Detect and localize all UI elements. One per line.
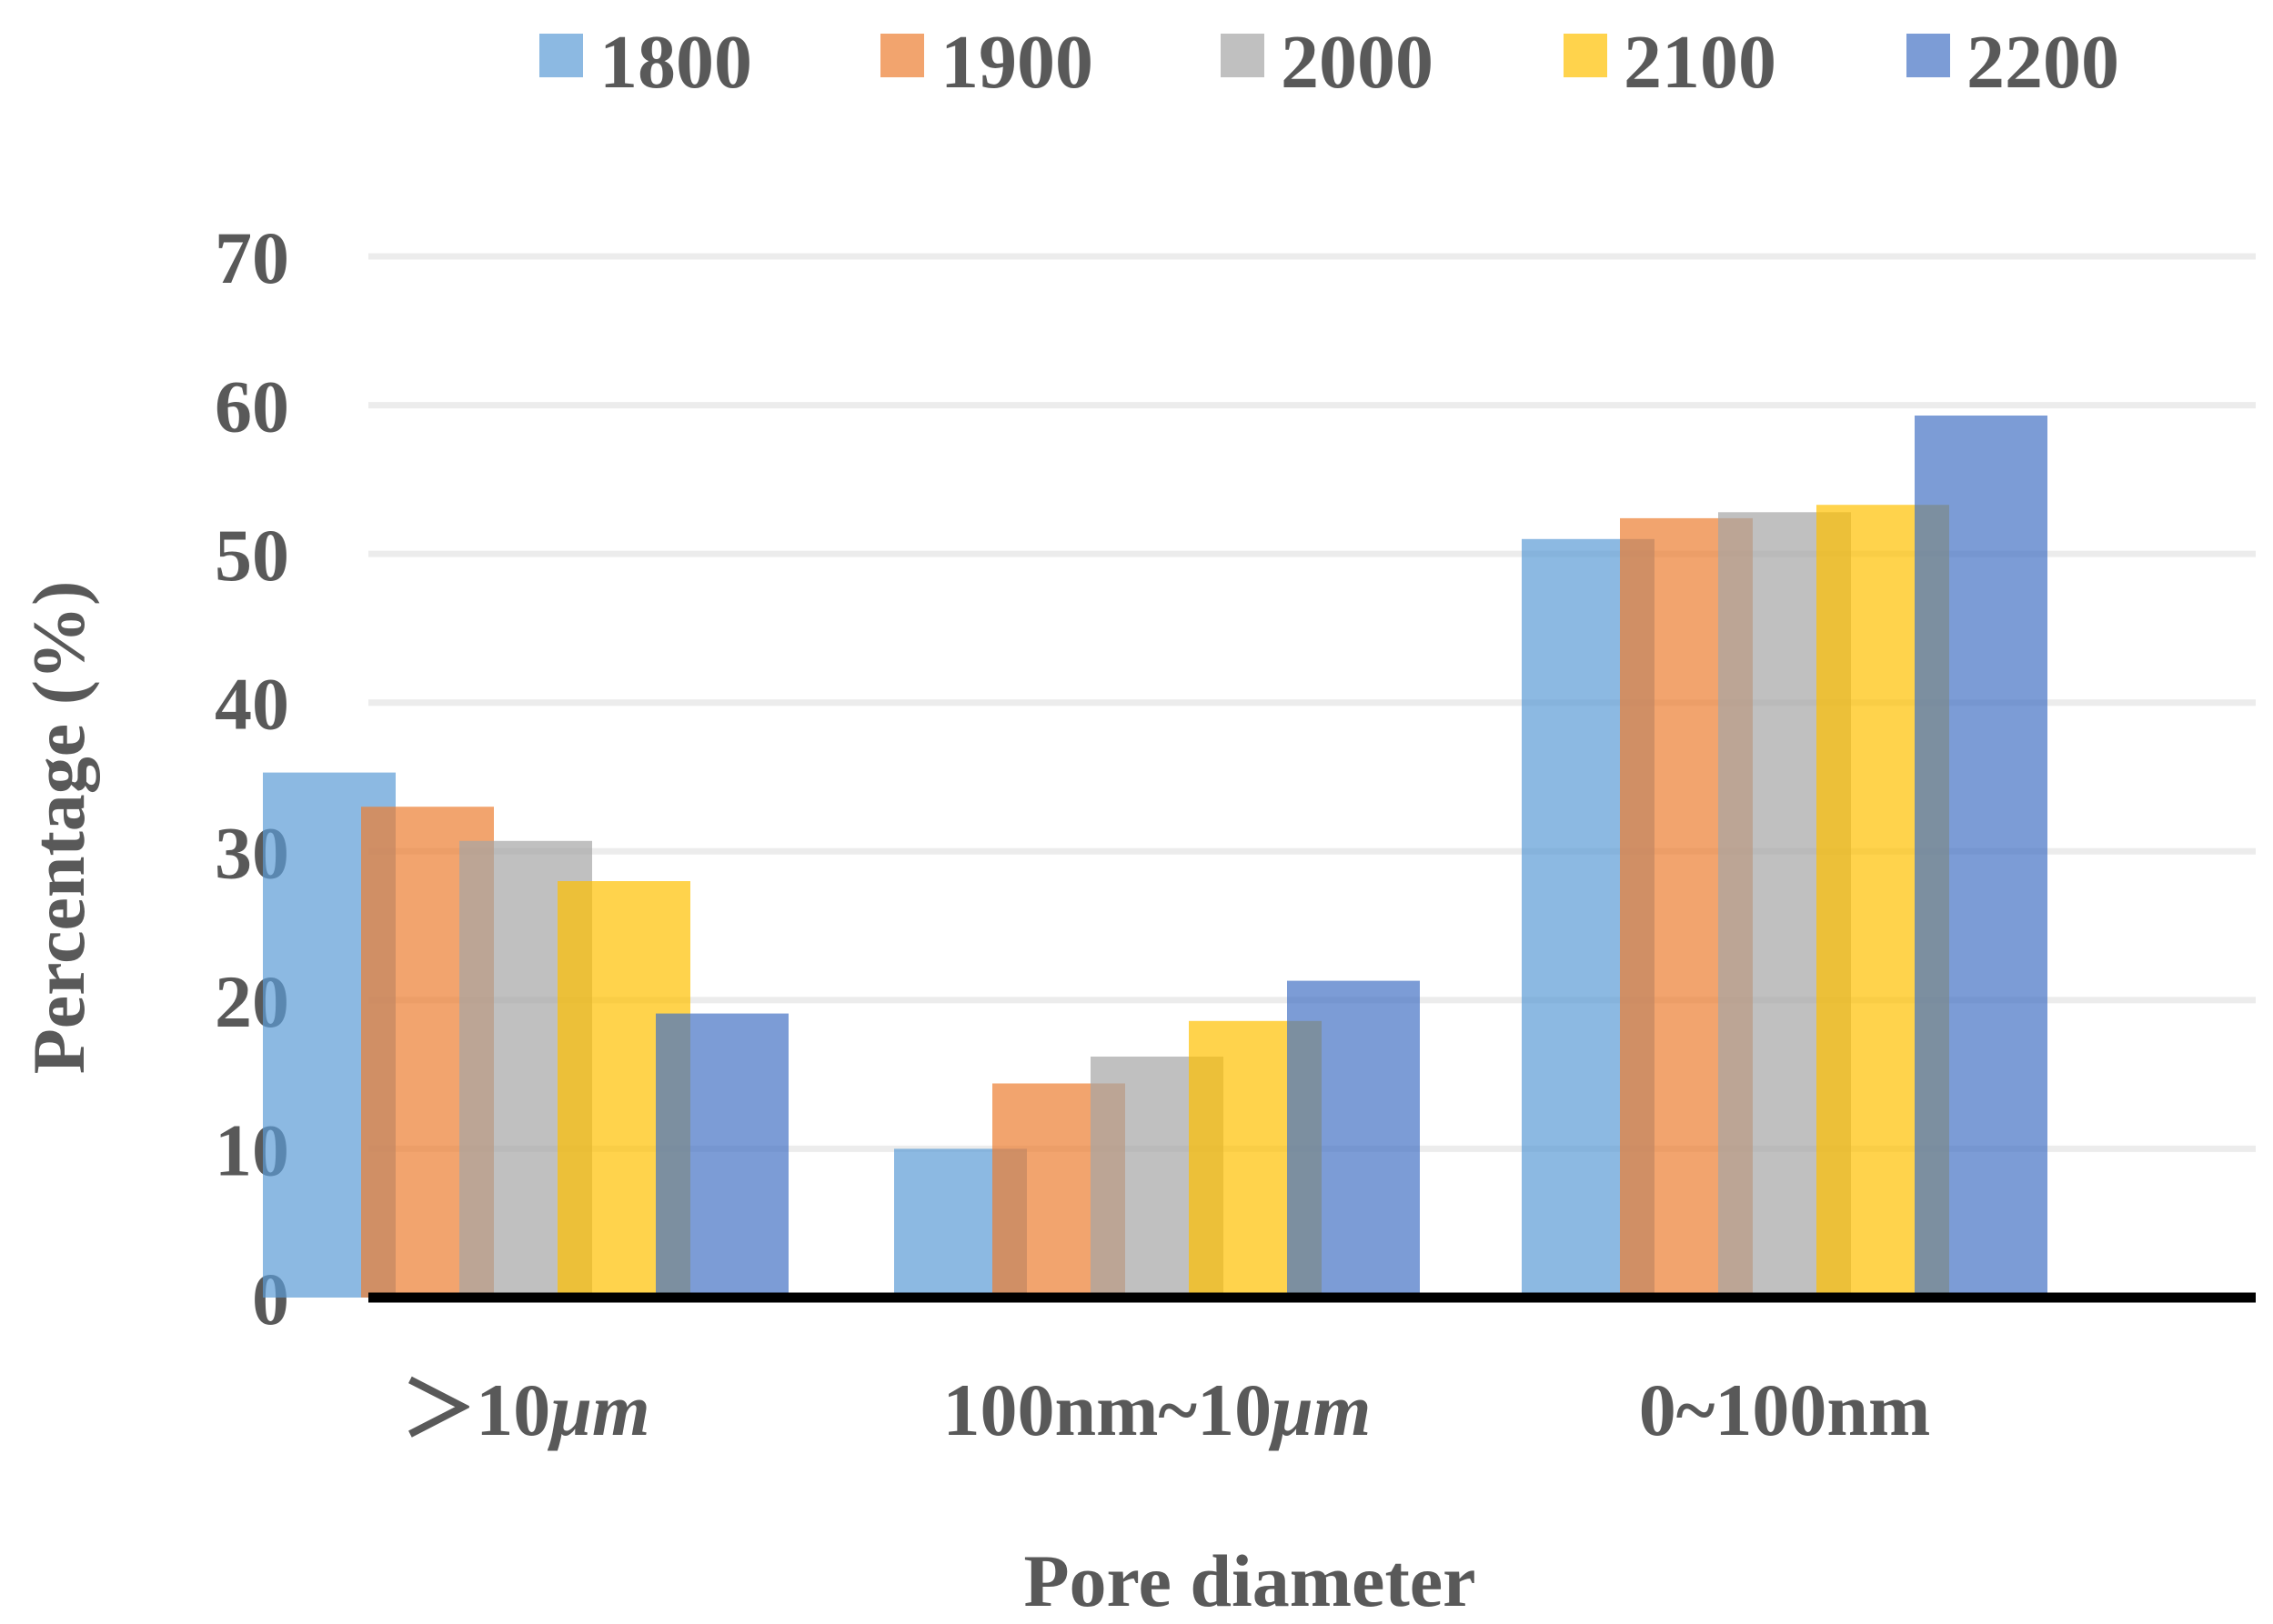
legend-swatch-2100 xyxy=(1564,34,1607,77)
category-label-unit: μm xyxy=(1268,1368,1371,1451)
legend-label-2000: 2000 xyxy=(1281,20,1433,105)
legend-item-2200: 2200 xyxy=(1906,20,2119,105)
legend-label-2100: 2100 xyxy=(1624,20,1776,105)
category-label-text: ＞10 xyxy=(401,1368,550,1451)
legend-swatch-2000 xyxy=(1221,34,1264,77)
bar-2200-cat3 xyxy=(1915,416,2047,1298)
legend-item-1900: 1900 xyxy=(880,20,1093,105)
legend-item-1800: 1800 xyxy=(539,20,752,105)
y-tick-label-60: 60 xyxy=(215,366,289,448)
category-labels: ＞10μm 100nm~10μm 0~100nm xyxy=(401,1368,1930,1451)
legend-item-2100: 2100 xyxy=(1564,20,1776,105)
y-tick-label-50: 50 xyxy=(215,514,289,596)
bars xyxy=(263,416,2047,1298)
category-label-text: 100nm~10 xyxy=(943,1368,1272,1451)
legend-label-2200: 2200 xyxy=(1966,20,2119,105)
legend-swatch-1900 xyxy=(880,34,924,77)
category-label-1: ＞10μm xyxy=(401,1368,649,1451)
legend: 1800 1900 2000 2100 2200 xyxy=(539,20,2119,105)
category-label-3: 0~100nm xyxy=(1639,1368,1931,1451)
y-tick-label-40: 40 xyxy=(215,663,289,746)
category-label-text: 0~100nm xyxy=(1639,1368,1931,1451)
category-label-2: 100nm~10μm xyxy=(943,1368,1372,1451)
category-label-unit: μm xyxy=(547,1368,649,1451)
y-tick-label-70: 70 xyxy=(215,216,289,299)
legend-swatch-1800 xyxy=(539,34,583,77)
bar-2200-cat2 xyxy=(1287,980,1420,1298)
legend-label-1800: 1800 xyxy=(599,20,752,105)
legend-item-2000: 2000 xyxy=(1221,20,1433,105)
legend-swatch-2200 xyxy=(1906,34,1950,77)
x-axis-title: Pore diameter xyxy=(1023,1539,1475,1622)
legend-label-1900: 1900 xyxy=(940,20,1093,105)
bar-2200-cat1 xyxy=(656,1013,789,1298)
y-axis-title: Percentage (%) xyxy=(17,581,100,1075)
